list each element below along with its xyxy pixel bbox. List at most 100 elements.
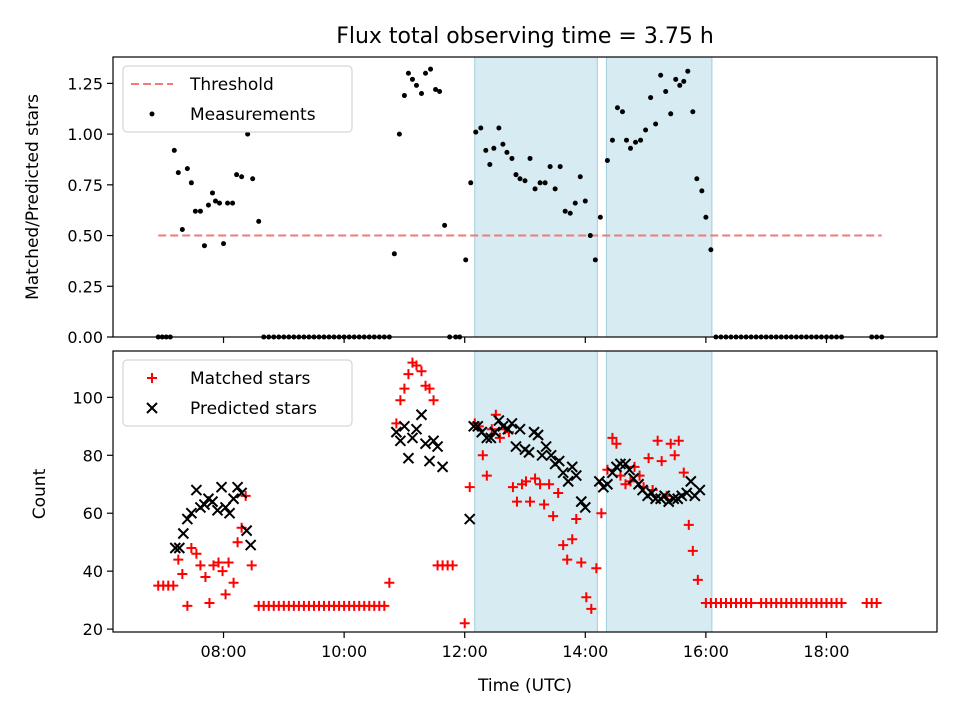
measurement-point xyxy=(405,70,411,76)
top-y-tick-label: 0.25 xyxy=(67,277,103,296)
matched-stars-point xyxy=(195,560,206,571)
matched-stars-point xyxy=(643,453,654,464)
bottom-y-axis-label: Count xyxy=(30,468,50,519)
matched-stars-point xyxy=(586,603,597,614)
matched-stars-point xyxy=(477,450,488,461)
predicted-stars-point xyxy=(177,527,190,540)
predicted-stars-point xyxy=(614,458,627,470)
measurement-point xyxy=(209,190,215,196)
measurement-point xyxy=(500,141,506,147)
predicted-stars-point xyxy=(468,420,480,433)
matched-stars-point xyxy=(424,383,435,394)
bottom-panel: 20 40 60 80 100 08:00 10:00 12:00 14:00 16:00 18:0… xyxy=(72,350,938,661)
predicted-stars-point xyxy=(231,481,244,493)
measurement-point xyxy=(653,121,659,127)
measurement-point xyxy=(442,222,448,228)
measurement-point xyxy=(673,76,679,82)
matched-stars-point xyxy=(656,456,667,467)
measurement-point xyxy=(633,139,639,145)
legend-label: Matched stars xyxy=(190,369,310,389)
predicted-stars-point xyxy=(658,490,671,502)
measurement-point xyxy=(401,93,407,99)
predicted-stars-point xyxy=(394,435,407,447)
measurement-point xyxy=(619,109,625,115)
top-panel: 0.00 0.25 0.50 0.75 1.00 1.25 Threshold Measure… xyxy=(67,56,938,347)
measurement-point xyxy=(557,164,563,170)
measurement-point xyxy=(677,82,683,88)
measurement-point xyxy=(517,176,523,182)
bottom-y-tick-label: 20 xyxy=(83,620,103,639)
predicted-stars-point xyxy=(190,484,203,496)
predicted-stars-point xyxy=(540,440,552,453)
measurement-point xyxy=(468,180,474,186)
measurement-point xyxy=(212,198,218,204)
matched-stars-point xyxy=(200,571,211,582)
matched-stars-point xyxy=(836,598,847,609)
top-y-tick-label: 0.75 xyxy=(67,176,103,195)
measurement-point xyxy=(192,208,198,214)
measurement-point xyxy=(491,145,497,151)
matched-stars-point xyxy=(208,560,219,571)
matched-stars-point xyxy=(223,557,234,568)
predicted-stars-point xyxy=(489,426,501,438)
matched-stars-point xyxy=(177,569,188,580)
predicted-stars-point xyxy=(244,539,257,551)
predicted-stars-point xyxy=(215,481,228,493)
measurement-point xyxy=(638,137,644,143)
matched-stars-point xyxy=(567,534,578,545)
measurement-point xyxy=(504,149,510,155)
measurement-point xyxy=(513,172,519,178)
measurement-point xyxy=(463,257,469,263)
measurement-point xyxy=(230,200,236,206)
measurement-point xyxy=(396,131,402,137)
predicted-stars-point xyxy=(502,423,514,435)
legend-label: Predicted stars xyxy=(190,399,317,419)
measurement-point xyxy=(681,78,687,84)
predicted-stars-point xyxy=(240,524,253,537)
matched-stars-point xyxy=(544,479,555,490)
measurement-point xyxy=(623,137,629,143)
measurement-point xyxy=(643,127,649,133)
matched-stars-point xyxy=(220,589,231,600)
matched-stars-point xyxy=(459,618,470,629)
legend-measurement-swatch xyxy=(149,111,155,117)
matched-stars-point xyxy=(416,366,427,377)
bottom-y-tick-label: 80 xyxy=(83,446,103,465)
predicted-stars-point xyxy=(464,513,476,525)
matched-stars-point xyxy=(173,554,184,565)
bottom-observing-window xyxy=(474,350,598,633)
matched-stars-point xyxy=(411,360,422,371)
measurement-point xyxy=(597,214,603,220)
x-tick-label: 18:00 xyxy=(803,642,849,661)
matched-stars-point xyxy=(191,548,202,559)
predicted-stars-point xyxy=(427,435,440,447)
measurement-point xyxy=(527,155,533,161)
predicted-stars-point xyxy=(227,493,240,505)
measurement-point xyxy=(592,257,598,263)
x-tick-label: 10:00 xyxy=(321,642,367,661)
measurement-point xyxy=(552,186,558,192)
matched-stars-point xyxy=(553,487,564,498)
legend-box xyxy=(122,65,353,133)
measurement-point xyxy=(225,200,231,206)
predicted-stars-point xyxy=(645,487,658,499)
predicted-stars-point xyxy=(575,495,587,508)
matched-stars-point xyxy=(611,438,622,449)
measurement-point xyxy=(239,174,245,180)
matched-stars-point xyxy=(571,514,582,525)
measurement-point xyxy=(703,214,709,220)
measurement-point xyxy=(567,210,573,216)
predicted-stars-point xyxy=(553,455,565,467)
measurement-point xyxy=(582,198,588,204)
measurement-point xyxy=(433,86,439,92)
measurement-point xyxy=(547,164,553,170)
predicted-stars-point xyxy=(410,423,423,435)
top-legend: Threshold Measurements xyxy=(122,65,353,133)
measurement-point xyxy=(609,137,615,143)
predicted-stars-point xyxy=(206,495,219,508)
matched-stars-point xyxy=(379,600,390,611)
predicted-stars-point xyxy=(570,469,582,482)
matched-stars-point xyxy=(683,519,694,530)
predicted-stars-point xyxy=(485,432,497,444)
